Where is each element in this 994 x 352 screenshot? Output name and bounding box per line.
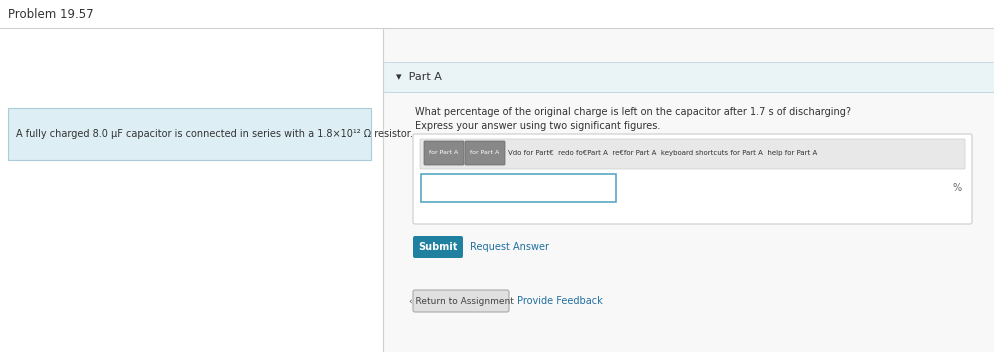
Text: for Part A: for Part A xyxy=(470,151,500,156)
FancyBboxPatch shape xyxy=(465,141,505,165)
Text: Provide Feedback: Provide Feedback xyxy=(517,296,602,306)
Bar xyxy=(383,28,994,352)
Text: Problem 19.57: Problem 19.57 xyxy=(8,7,93,20)
Bar xyxy=(421,174,616,202)
FancyBboxPatch shape xyxy=(413,134,972,224)
Text: ▾  Part A: ▾ Part A xyxy=(396,72,442,82)
Text: Express your answer using two significant figures.: Express your answer using two significan… xyxy=(415,121,660,131)
Text: A fully charged 8.0 μF capacitor is connected in series with a 1.8×10¹² Ω resist: A fully charged 8.0 μF capacitor is conn… xyxy=(16,129,413,139)
Text: for Part A: for Part A xyxy=(429,151,458,156)
FancyBboxPatch shape xyxy=(420,139,965,169)
Text: ‹ Return to Assignment: ‹ Return to Assignment xyxy=(409,296,514,306)
Text: Submit: Submit xyxy=(418,242,457,252)
Text: Request Answer: Request Answer xyxy=(470,242,549,252)
Text: What percentage of the original charge is left on the capacitor after 1.7 s of d: What percentage of the original charge i… xyxy=(415,107,851,117)
FancyBboxPatch shape xyxy=(8,108,371,160)
Text: %: % xyxy=(952,183,961,193)
Text: Vdo for Part€  redo fo€Part A  re€for Part A  keyboard shortcuts for Part A  hel: Vdo for Part€ redo fo€Part A re€for Part… xyxy=(508,150,817,156)
FancyBboxPatch shape xyxy=(413,236,463,258)
FancyBboxPatch shape xyxy=(413,290,509,312)
Bar xyxy=(383,62,994,92)
FancyBboxPatch shape xyxy=(424,141,464,165)
